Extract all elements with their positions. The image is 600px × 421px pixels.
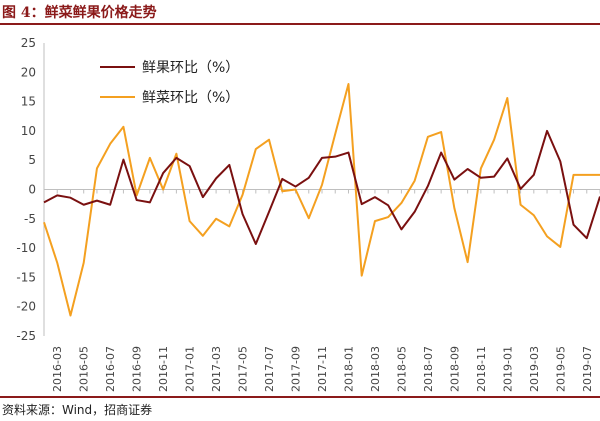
x-tick-label: 2016-07 [104,346,117,392]
series-line [43,83,600,317]
y-tick-label: 15 [21,95,36,109]
y-tick-label: -10 [16,241,36,255]
y-tick-label: 0 [28,183,36,197]
x-tick-label: 2016-09 [131,346,144,392]
header-rule [0,23,600,25]
x-tick-label: 2016-03 [51,346,64,392]
y-axis: -25 -20 -15 -10 -5 0 5 10 15 20 25 [16,36,45,343]
figure-header: 图 4：鲜菜鲜果价格走势 [0,0,600,25]
y-tick-label: -25 [16,329,36,343]
source-note: 资料来源：Wind，招商证券 [2,403,153,417]
y-tick-label: -15 [16,270,36,284]
series-lines [43,83,600,317]
y-tick-label: 25 [21,36,36,50]
x-tick-label: 2016-05 [78,346,91,392]
x-tick-label: 2018-03 [369,346,382,392]
y-tick-label: -20 [16,300,36,314]
x-tick-label: 2018-09 [448,346,461,392]
x-tick-label: 2018-01 [342,346,355,392]
x-tick-label: 2018-07 [422,346,435,392]
x-tick-label: 2019-05 [554,346,567,392]
y-tick-label: 20 [21,65,36,79]
footer-rule [0,396,600,398]
x-tick-label: 2017-09 [290,346,303,392]
x-tick-label: 2018-05 [395,346,408,392]
series-line [43,129,600,245]
y-tick-label: 10 [21,124,36,138]
figure-title: 图 4：鲜菜鲜果价格走势 [2,5,157,21]
legend-label: 鲜菜环比（%） [142,90,239,106]
x-tick-label: 2016-11 [157,346,170,392]
x-tick-label: 2017-11 [316,346,329,392]
x-tick-label: 2017-05 [237,346,250,392]
y-tick-label: -5 [24,212,36,226]
x-tick-label: 2019-01 [501,346,514,392]
y-tick-label: 5 [28,153,36,167]
legend: 鲜果环比（%） 鲜菜环比（%） [100,60,239,106]
x-tick-label: 2017-03 [210,346,223,392]
x-tick-label: 2017-07 [263,346,276,392]
x-tick-label: 2017-01 [184,346,197,392]
figure-footer: 资料来源：Wind，招商证券 [0,396,600,421]
legend-label: 鲜果环比（%） [142,60,239,76]
x-tick-label: 2018-11 [475,346,488,392]
x-axis: 2016-03 2016-05 2016-07 2016-09 2016-11 2017-… [43,189,600,392]
x-tick-label: 2019-03 [528,346,541,392]
x-tick-label: 2019-07 [581,346,594,392]
